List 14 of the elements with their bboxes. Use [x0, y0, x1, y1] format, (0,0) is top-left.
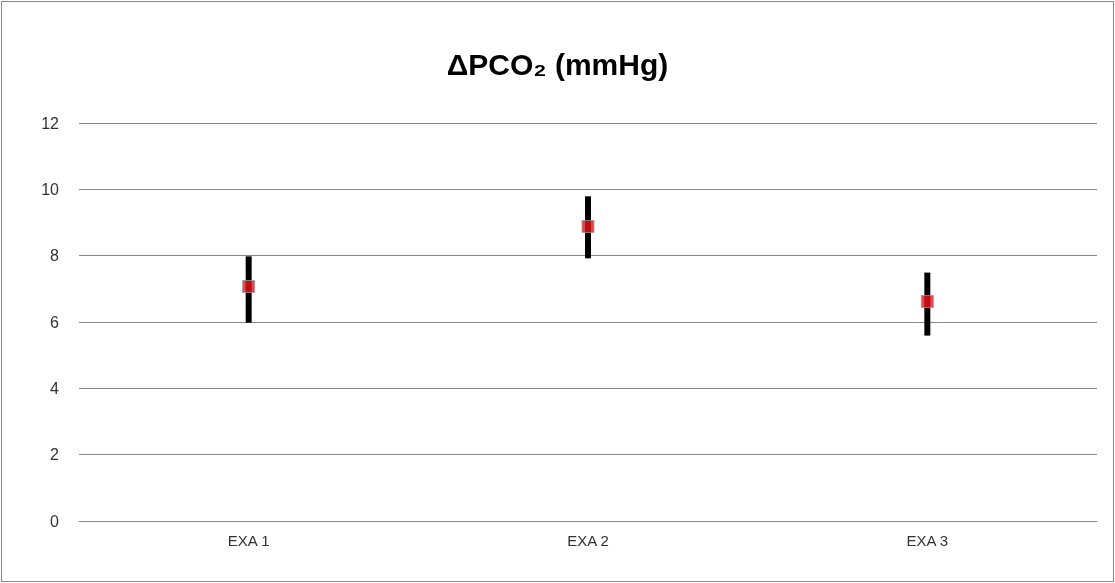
y-tick-label: 4	[50, 379, 60, 397]
point	[581, 219, 595, 233]
x-tick-label: EXA 2	[567, 532, 609, 549]
y-tick-label: 2	[50, 446, 60, 464]
point	[920, 294, 934, 308]
y-tick-label: 12	[41, 114, 60, 132]
y-tick-label: 6	[50, 313, 60, 331]
chart-title: ΔPCO₂ (mmHg)	[446, 47, 669, 81]
x-tick-label: EXA 1	[227, 532, 270, 549]
x-tick-label: EXA 3	[906, 532, 949, 549]
y-tick-label: 8	[50, 247, 60, 265]
point	[242, 280, 256, 294]
y-tick-label: 10	[41, 180, 60, 198]
y-tick-label: 0	[50, 512, 60, 530]
